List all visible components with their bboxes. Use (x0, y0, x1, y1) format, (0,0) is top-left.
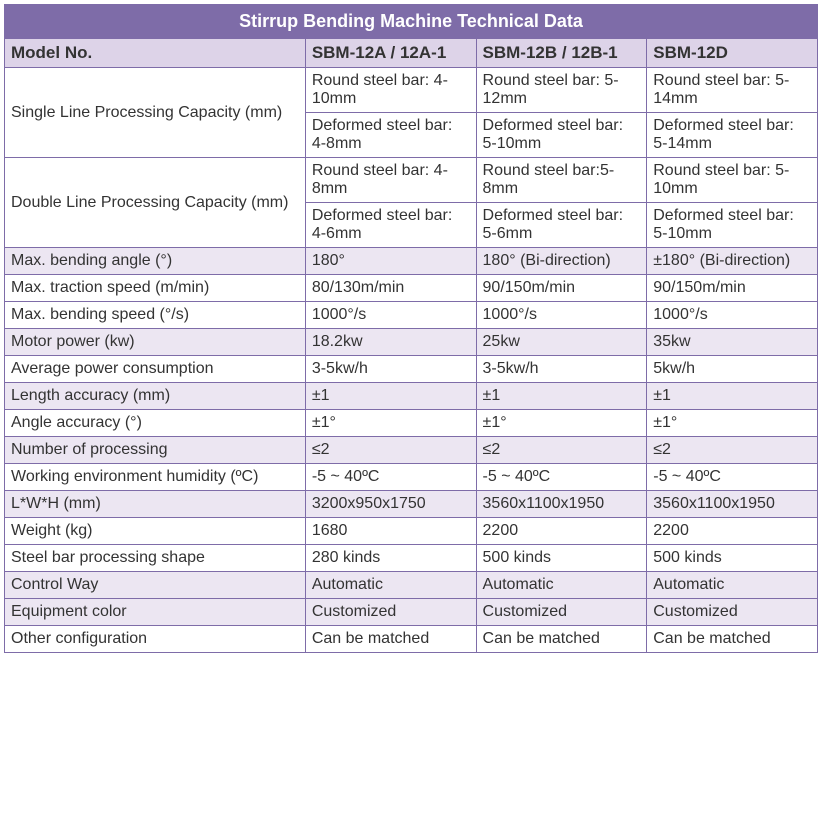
cell-a: ±1 (305, 383, 476, 410)
spec-table: Stirrup Bending Machine Technical Data M… (4, 4, 818, 653)
cell-b: 180° (Bi-direction) (476, 248, 647, 275)
cell-d: Automatic (647, 572, 818, 599)
cell-a: Deformed steel bar: 4-8mm (305, 113, 476, 158)
cell-b: 2200 (476, 518, 647, 545)
cell-d: -5 ~ 40ºC (647, 464, 818, 491)
cell-a: Round steel bar: 4-8mm (305, 158, 476, 203)
cell-b: 500 kinds (476, 545, 647, 572)
table-row: L*W*H (mm)3200x950x17503560x1100x1950356… (5, 491, 818, 518)
row-label: Angle accuracy (°) (5, 410, 306, 437)
table-row: Control WayAutomaticAutomaticAutomatic (5, 572, 818, 599)
cell-d: 1000°/s (647, 302, 818, 329)
row-label: Control Way (5, 572, 306, 599)
cell-b: Automatic (476, 572, 647, 599)
cell-a: 1000°/s (305, 302, 476, 329)
cell-b: Deformed steel bar: 5-6mm (476, 203, 647, 248)
title-row: Stirrup Bending Machine Technical Data (5, 5, 818, 39)
cell-b: 90/150m/min (476, 275, 647, 302)
cell-a: 280 kinds (305, 545, 476, 572)
cell-b: 1000°/s (476, 302, 647, 329)
table-row: Other configurationCan be matchedCan be … (5, 626, 818, 653)
cell-b: Round steel bar: 5-12mm (476, 68, 647, 113)
table-row: Single Line Processing Capacity (mm)Roun… (5, 68, 818, 113)
cell-b: Customized (476, 599, 647, 626)
table-row: Steel bar processing shape280 kinds500 k… (5, 545, 818, 572)
cell-a: Can be matched (305, 626, 476, 653)
cell-a: 3200x950x1750 (305, 491, 476, 518)
table-row: Max. traction speed (m/min)80/130m/min90… (5, 275, 818, 302)
row-label: Max. bending angle (°) (5, 248, 306, 275)
col-header-a: SBM-12A / 12A-1 (305, 39, 476, 68)
cell-d: Customized (647, 599, 818, 626)
cell-d: Deformed steel bar: 5-14mm (647, 113, 818, 158)
cell-d: ≤2 (647, 437, 818, 464)
table-row: Angle accuracy (°)±1°±1°±1° (5, 410, 818, 437)
table-row: Max. bending angle (°)180°180° (Bi-direc… (5, 248, 818, 275)
cell-b: ≤2 (476, 437, 647, 464)
cell-d: 5kw/h (647, 356, 818, 383)
cell-b: 3560x1100x1950 (476, 491, 647, 518)
col-header-model: Model No. (5, 39, 306, 68)
cell-d: ±1° (647, 410, 818, 437)
cell-d: 90/150m/min (647, 275, 818, 302)
table-row: Length accuracy (mm)±1±1±1 (5, 383, 818, 410)
cell-a: 180° (305, 248, 476, 275)
cell-d: Deformed steel bar: 5-10mm (647, 203, 818, 248)
table-title: Stirrup Bending Machine Technical Data (5, 5, 818, 39)
cell-a: 18.2kw (305, 329, 476, 356)
table-row: Weight (kg)168022002200 (5, 518, 818, 545)
col-header-b: SBM-12B / 12B-1 (476, 39, 647, 68)
cell-a: 80/130m/min (305, 275, 476, 302)
row-label: Max. bending speed (°/s) (5, 302, 306, 329)
cell-b: Deformed steel bar: 5-10mm (476, 113, 647, 158)
row-label: Equipment color (5, 599, 306, 626)
table-row: Motor power (kw)18.2kw25kw35kw (5, 329, 818, 356)
cell-d: ±180° (Bi-direction) (647, 248, 818, 275)
cell-d: 2200 (647, 518, 818, 545)
table-row: Average power consumption3-5kw/h3-5kw/h5… (5, 356, 818, 383)
row-label: Average power consumption (5, 356, 306, 383)
cell-a: Deformed steel bar: 4-6mm (305, 203, 476, 248)
row-label: Max. traction speed (m/min) (5, 275, 306, 302)
cell-b: 25kw (476, 329, 647, 356)
cell-a: Customized (305, 599, 476, 626)
cell-a: 1680 (305, 518, 476, 545)
cell-b: -5 ~ 40ºC (476, 464, 647, 491)
row-label: L*W*H (mm) (5, 491, 306, 518)
cell-b: 3-5kw/h (476, 356, 647, 383)
table-row: Equipment colorCustomizedCustomizedCusto… (5, 599, 818, 626)
row-label: Number of processing (5, 437, 306, 464)
cell-b: Can be matched (476, 626, 647, 653)
cell-d: Can be matched (647, 626, 818, 653)
row-label: Steel bar processing shape (5, 545, 306, 572)
row-label: Motor power (kw) (5, 329, 306, 356)
cell-d: Round steel bar: 5-10mm (647, 158, 818, 203)
cell-a: ±1° (305, 410, 476, 437)
cell-d: 3560x1100x1950 (647, 491, 818, 518)
table-row: Double Line Processing Capacity (mm)Roun… (5, 158, 818, 203)
row-label: Working environment humidity (ºC) (5, 464, 306, 491)
row-label: Length accuracy (mm) (5, 383, 306, 410)
cell-a: 3-5kw/h (305, 356, 476, 383)
cell-a: Automatic (305, 572, 476, 599)
col-header-d: SBM-12D (647, 39, 818, 68)
cell-d: Round steel bar: 5-14mm (647, 68, 818, 113)
cell-b: ±1 (476, 383, 647, 410)
cell-a: -5 ~ 40ºC (305, 464, 476, 491)
header-row: Model No. SBM-12A / 12A-1 SBM-12B / 12B-… (5, 39, 818, 68)
cell-d: 500 kinds (647, 545, 818, 572)
row-label: Other configuration (5, 626, 306, 653)
row-label: Weight (kg) (5, 518, 306, 545)
cell-a: ≤2 (305, 437, 476, 464)
table-row: Working environment humidity (ºC)-5 ~ 40… (5, 464, 818, 491)
row-label: Double Line Processing Capacity (mm) (5, 158, 306, 248)
cell-b: ±1° (476, 410, 647, 437)
table-row: Max. bending speed (°/s)1000°/s1000°/s10… (5, 302, 818, 329)
row-label: Single Line Processing Capacity (mm) (5, 68, 306, 158)
cell-d: ±1 (647, 383, 818, 410)
cell-d: 35kw (647, 329, 818, 356)
table-row: Number of processing≤2≤2≤2 (5, 437, 818, 464)
cell-a: Round steel bar: 4-10mm (305, 68, 476, 113)
cell-b: Round steel bar:5-8mm (476, 158, 647, 203)
